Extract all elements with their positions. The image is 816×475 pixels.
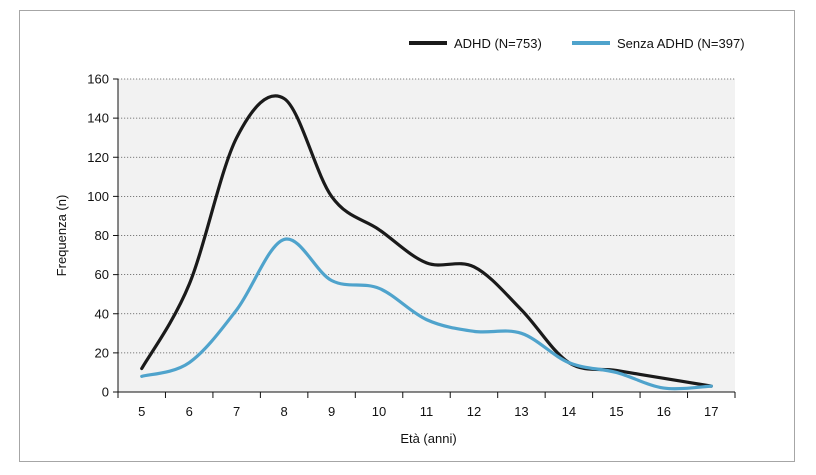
- y-tick-label: 60: [95, 267, 109, 282]
- y-tick-label: 140: [87, 111, 109, 126]
- x-tick-label: 15: [609, 404, 623, 419]
- legend-label: Senza ADHD (N=397): [617, 36, 745, 51]
- y-axis-ticks: 0 20 40 60 80 100 120 140 160: [87, 72, 118, 400]
- x-axis-title: Età (anni): [400, 431, 456, 446]
- chart-frame: 0 20 40 60 80 100 120 140 160 5 6 7 8 9 10 11 12 13 14 15 1…: [19, 10, 795, 462]
- legend-label: ADHD (N=753): [454, 36, 542, 51]
- y-tick-label: 100: [87, 189, 109, 204]
- x-tick-label: 11: [420, 404, 434, 419]
- x-tick-label: 16: [657, 404, 671, 419]
- y-tick-label: 0: [102, 385, 109, 400]
- legend: ADHD (N=753) Senza ADHD (N=397): [409, 36, 745, 51]
- y-tick-label: 80: [95, 228, 109, 243]
- y-tick-label: 20: [95, 345, 109, 360]
- grid-lines: [118, 78, 735, 354]
- series-lines: [140, 94, 713, 391]
- y-axis-title: Frequenza (n): [54, 195, 69, 277]
- x-tick-label: 10: [372, 404, 386, 419]
- series-line-2: [140, 237, 713, 391]
- x-tick-label: 13: [514, 404, 528, 419]
- x-tick-label: 8: [280, 404, 287, 419]
- x-tick-label: 9: [328, 404, 335, 419]
- y-tick-label: 120: [87, 150, 109, 165]
- x-tick-label: 14: [562, 404, 576, 419]
- x-tick-label: 17: [704, 404, 718, 419]
- plot-area: [118, 79, 735, 392]
- x-tick-label: 6: [186, 404, 193, 419]
- y-tick-label: 40: [95, 306, 109, 321]
- x-tick-label: 7: [233, 404, 240, 419]
- line-chart: 0 20 40 60 80 100 120 140 160 5 6 7 8 9 10 11 12 13 14 15 1…: [54, 36, 745, 446]
- y-tick-label: 160: [87, 72, 109, 87]
- x-tick-label: 5: [138, 404, 145, 419]
- x-tick-label: 12: [467, 404, 481, 419]
- x-axis-ticks: 5 6 7 8 9 10 11 12 13 14 15 16 17: [117, 392, 736, 419]
